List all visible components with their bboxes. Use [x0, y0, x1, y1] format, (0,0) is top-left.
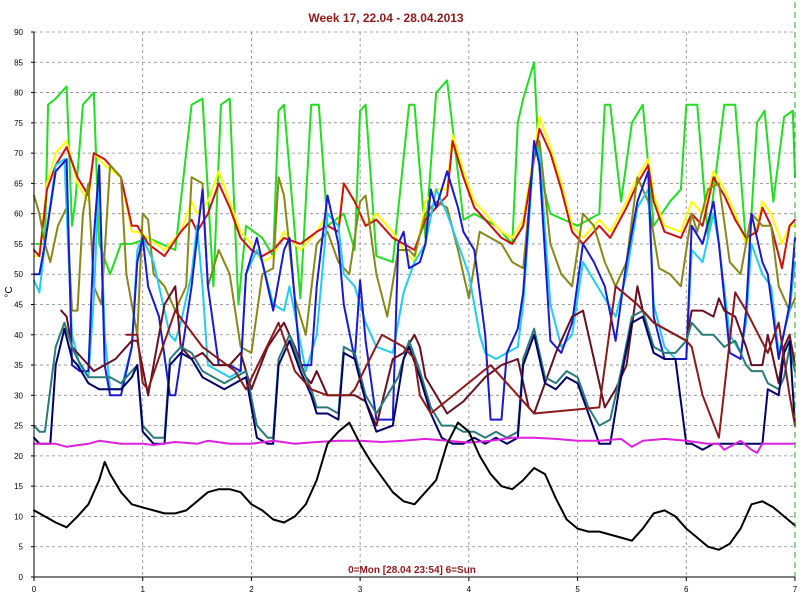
series-line-11 — [33, 421, 796, 551]
x-tick-label: 3 — [358, 585, 363, 594]
series-line-12 — [125, 285, 796, 439]
y-tick-label: 90 — [14, 28, 23, 37]
series-line-7 — [60, 285, 796, 427]
chart-title: Week 17, 22.04 - 28.04.2013 — [308, 11, 464, 25]
y-tick-label: 75 — [14, 119, 23, 128]
x-tick-label: 2 — [249, 585, 254, 594]
y-tick-label: 60 — [14, 210, 23, 219]
y-tick-label: 35 — [14, 361, 23, 370]
y-tick-label: 55 — [14, 240, 23, 249]
y-tick-label: 45 — [14, 301, 23, 310]
series-line-1 — [35, 61, 796, 306]
x-tick-label: 1 — [140, 585, 145, 594]
y-tick-label: 70 — [14, 149, 23, 158]
chart-footer: 0=Mon [28.04 23:54] 6=Sun — [348, 565, 476, 576]
y-tick-label: 40 — [14, 331, 23, 340]
x-tick-label: 6 — [684, 585, 689, 594]
y-tick-label: 85 — [14, 58, 23, 67]
y-axis-label: °C — [4, 286, 15, 297]
series-line-4 — [33, 140, 796, 354]
y-tick-label: 25 — [14, 422, 23, 431]
y-tick-label: 30 — [14, 391, 23, 400]
x-tick-label: 5 — [575, 585, 580, 594]
series-line-10 — [33, 436, 796, 454]
y-tick-label: 5 — [19, 543, 24, 552]
y-tick-label: 10 — [14, 512, 23, 521]
x-tick-label: 4 — [467, 585, 472, 594]
y-tick-label: 50 — [14, 270, 23, 279]
y-tick-label: 80 — [14, 89, 23, 98]
series-line-9 — [33, 315, 796, 451]
x-tick-label: 0 — [32, 585, 37, 594]
y-tick-label: 0 — [19, 573, 24, 582]
x-tick-label: 7 — [793, 585, 798, 594]
y-tick-label: 15 — [14, 482, 23, 491]
y-tick-label: 65 — [14, 179, 23, 188]
y-tick-label: 20 — [14, 452, 23, 461]
series-group — [33, 61, 796, 551]
